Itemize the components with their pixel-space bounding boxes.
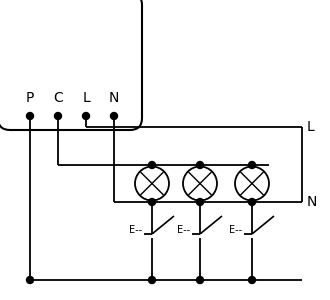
Text: E--: E-- [229,225,242,235]
Text: L: L [82,91,90,105]
Circle shape [26,112,34,119]
Circle shape [196,199,204,206]
Circle shape [148,199,155,206]
Circle shape [248,277,255,284]
Circle shape [148,277,155,284]
Circle shape [135,167,169,200]
Text: C: C [53,91,63,105]
Text: N: N [307,195,317,209]
Circle shape [82,112,89,119]
Text: E--: E-- [177,225,190,235]
Circle shape [148,161,155,169]
Text: L: L [307,120,315,134]
Circle shape [248,161,255,169]
FancyBboxPatch shape [0,0,142,130]
Circle shape [183,167,217,200]
Text: P: P [26,91,34,105]
Circle shape [196,161,204,169]
Text: N: N [109,91,119,105]
Circle shape [196,277,204,284]
Circle shape [111,112,117,119]
Text: E--: E-- [129,225,142,235]
Circle shape [248,199,255,206]
Circle shape [26,277,34,284]
Circle shape [235,167,269,200]
Circle shape [54,112,61,119]
